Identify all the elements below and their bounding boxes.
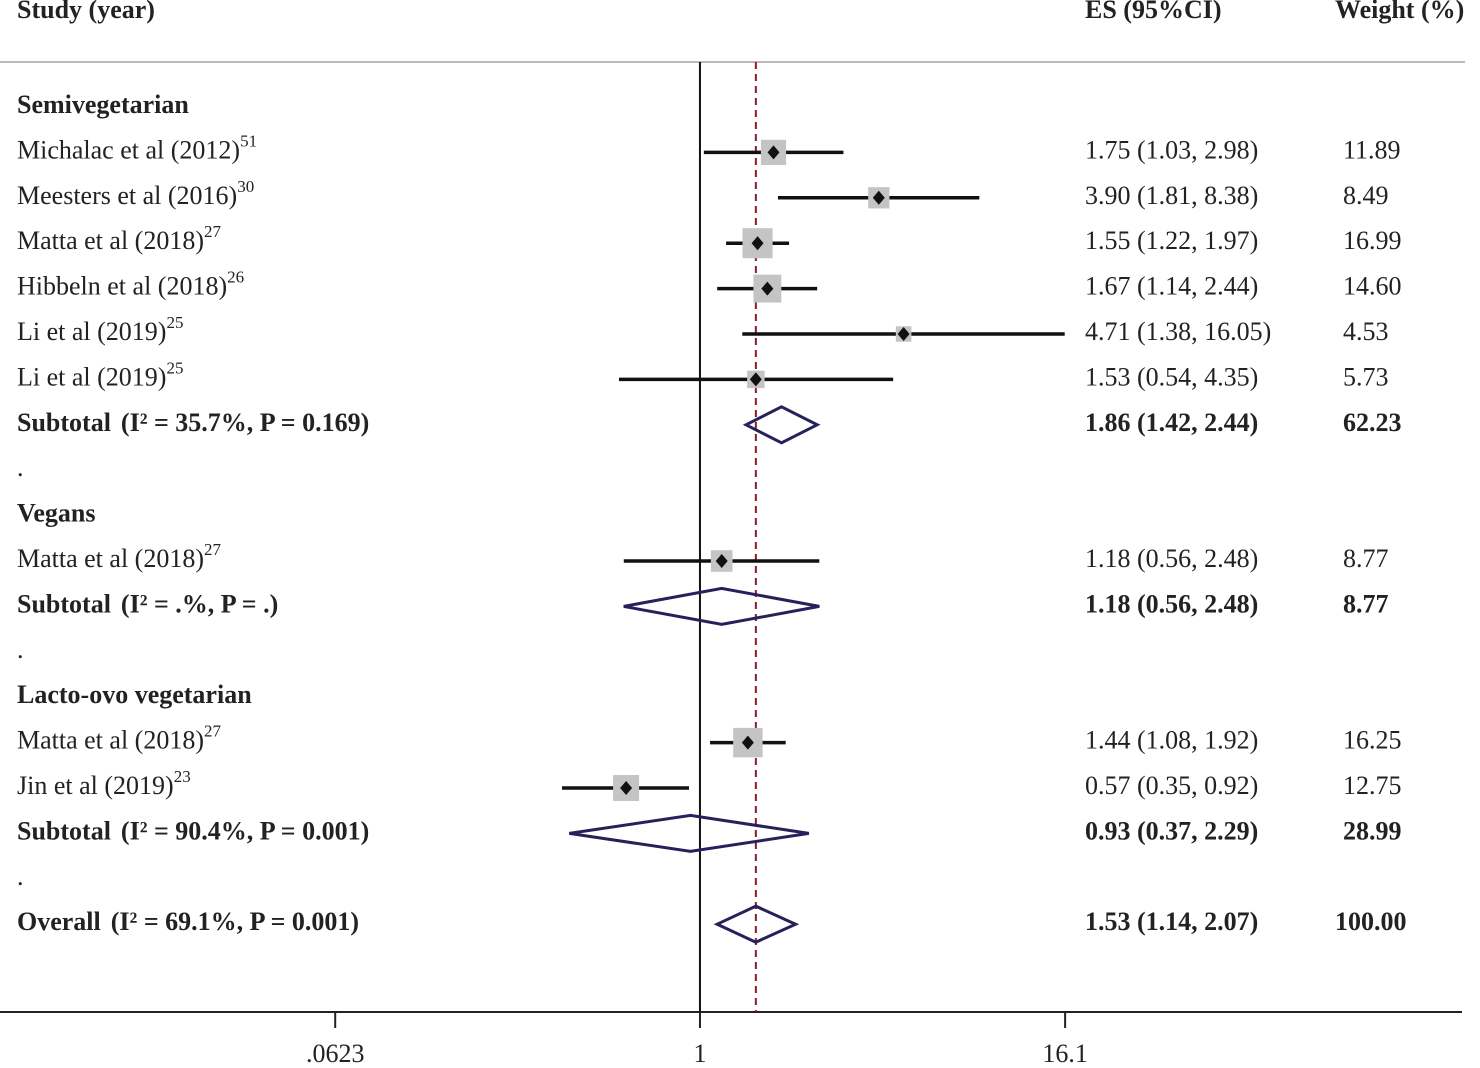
weight: 14.60 [1343, 272, 1402, 301]
diamond [713, 904, 800, 944]
es-ci: 1.75 (1.03, 2.98) [1085, 135, 1258, 164]
x-tick-label: 1 [693, 1039, 706, 1068]
point-estimate [749, 372, 762, 387]
weight: 16.99 [1343, 226, 1402, 255]
point-estimate [872, 190, 885, 205]
heterogeneity: (I² = .%, P = .) [121, 589, 278, 618]
weight: 16.25 [1343, 726, 1402, 755]
weight: 62.23 [1343, 408, 1402, 437]
spacer: . [17, 862, 24, 891]
pooled-name: Subtotal [17, 408, 111, 437]
pooled-name: Subtotal [17, 589, 111, 618]
es-ci: 1.18 (0.56, 2.48) [1085, 589, 1258, 618]
header-study: Study (year) [17, 0, 155, 24]
point-estimate [751, 236, 764, 251]
study-label: Li et al (2019)25 [17, 313, 183, 346]
es-ci: 1.18 (0.56, 2.48) [1085, 544, 1258, 573]
es-ci: 4.71 (1.38, 16.05) [1085, 317, 1271, 346]
diamond [742, 405, 821, 445]
study-ref: 30 [237, 177, 254, 196]
x-tick-label: 16.1 [1042, 1039, 1088, 1068]
study-name: Hibbeln et al (2018) [17, 272, 227, 301]
spacer: . [17, 453, 24, 482]
es-ci: 0.93 (0.37, 2.29) [1085, 816, 1258, 845]
study-label: Hibbeln et al (2018)26 [17, 268, 244, 301]
diamond [623, 586, 820, 626]
study-ref: 25 [166, 358, 183, 377]
study-ref: 25 [166, 313, 183, 332]
pooled-label: Subtotal (I² = .%, P = .) [17, 589, 278, 618]
study-ref: 27 [204, 540, 222, 559]
weight: 4.53 [1343, 317, 1389, 346]
study-label: Matta et al (2018)27 [17, 722, 222, 755]
spacer: . [17, 635, 24, 664]
heterogeneity: (I² = 35.7%, P = 0.169) [121, 408, 369, 437]
weight: 12.75 [1343, 771, 1402, 800]
es-ci: 1.67 (1.14, 2.44) [1085, 272, 1258, 301]
weight: 11.89 [1343, 135, 1401, 164]
group-title: Semivegetarian [17, 90, 189, 119]
point-estimate [741, 735, 754, 750]
es-ci: 1.53 (1.14, 2.07) [1085, 907, 1258, 936]
es-ci: 1.53 (0.54, 4.35) [1085, 362, 1258, 391]
study-ref: 26 [227, 268, 244, 287]
study-name: Matta et al (2018) [17, 726, 204, 755]
es-ci: 1.86 (1.42, 2.44) [1085, 408, 1258, 437]
x-tick-label: .0623 [306, 1039, 365, 1068]
study-label: Meesters et al (2016)30 [17, 177, 254, 210]
study-name: Matta et al (2018) [17, 544, 204, 573]
heterogeneity: (I² = 90.4%, P = 0.001) [121, 816, 369, 845]
group-title: Lacto-ovo vegetarian [17, 680, 252, 709]
pooled-label: Overall (I² = 69.1%, P = 0.001) [17, 907, 359, 936]
study-label: Michalac et al (2012)51 [17, 131, 257, 164]
study-name: Li et al (2019) [17, 317, 166, 346]
group-title: Vegans [17, 499, 96, 528]
study-ref: 27 [204, 722, 222, 741]
study-label: Matta et al (2018)27 [17, 540, 222, 573]
study-label: Matta et al (2018)27 [17, 222, 222, 255]
weight: 28.99 [1343, 816, 1402, 845]
study-name: Li et al (2019) [17, 362, 166, 391]
heterogeneity: (I² = 69.1%, P = 0.001) [111, 907, 359, 936]
study-name: Meesters et al (2016) [17, 181, 237, 210]
header-es: ES (95%CI) [1085, 0, 1222, 24]
study-name: Michalac et al (2012) [17, 135, 240, 164]
pooled-label: Subtotal (I² = 35.7%, P = 0.169) [17, 408, 369, 437]
header-weight: Weight (%) [1335, 0, 1464, 24]
study-ref: 27 [204, 222, 222, 241]
point-estimate [620, 781, 633, 795]
study-label: Li et al (2019)25 [17, 358, 183, 391]
study-ref: 51 [240, 131, 257, 150]
weight: 8.77 [1343, 589, 1389, 618]
pooled-name: Overall [17, 907, 101, 936]
point-estimate [767, 145, 780, 160]
point-estimate [897, 327, 910, 341]
study-label: Jin et al (2019)23 [17, 767, 191, 800]
es-ci: 3.90 (1.81, 8.38) [1085, 181, 1258, 210]
diamond [569, 813, 810, 853]
weight: 5.73 [1343, 362, 1389, 391]
pooled-label: Subtotal (I² = 90.4%, P = 0.001) [17, 816, 369, 845]
pooled-name: Subtotal [17, 816, 111, 845]
weight: 100.00 [1335, 907, 1407, 936]
es-ci: 0.57 (0.35, 0.92) [1085, 771, 1258, 800]
study-ref: 23 [174, 767, 191, 786]
es-ci: 1.55 (1.22, 1.97) [1085, 226, 1258, 255]
es-ci: 1.44 (1.08, 1.92) [1085, 726, 1258, 755]
weight: 8.77 [1343, 544, 1389, 573]
study-name: Jin et al (2019) [17, 771, 174, 800]
weight: 8.49 [1343, 181, 1389, 210]
point-estimate [715, 554, 728, 568]
point-estimate [761, 281, 774, 296]
study-name: Matta et al (2018) [17, 226, 204, 255]
